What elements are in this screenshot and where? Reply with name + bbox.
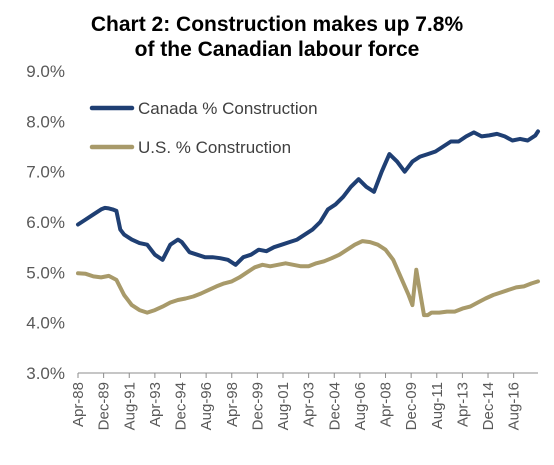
x-tick-label: Apr-98: [224, 382, 241, 427]
x-tick-label: Apr-13: [454, 382, 471, 427]
x-axis-tick-marks: [77, 373, 515, 378]
y-axis-ticks: 3.0% 4.0% 5.0% 6.0% 7.0% 8.0% 9.0%: [26, 62, 65, 383]
chart-title-line-2: of the Canadian labour force: [134, 38, 420, 61]
series-line-canada: [76, 129, 540, 267]
x-tick-label: Aug-06: [352, 382, 369, 430]
y-tick-label: 5.0%: [26, 263, 65, 282]
chart-title: Chart 2: Construction makes up 7.8% of t…: [0, 12, 554, 62]
x-tick-label: Apr-03: [301, 382, 318, 427]
x-tick-label: Apr-93: [147, 382, 164, 427]
x-tick-label: Dec-14: [480, 382, 497, 430]
x-tick-label: Apr-08: [378, 382, 395, 427]
x-tick-label: Aug-16: [506, 382, 523, 430]
x-tick-label: Apr-88: [70, 382, 87, 427]
y-tick-label: 6.0%: [26, 213, 65, 232]
x-axis-ticks: Apr-88 Dec-89 Aug-91 Apr-93 Dec-94 Aug-96 Apr-…: [70, 382, 523, 430]
x-tick-label: Aug-96: [198, 382, 215, 430]
y-tick-label: 3.0%: [26, 364, 65, 383]
x-tick-label: Aug-91: [121, 382, 138, 430]
x-tick-label: Dec-04: [326, 382, 343, 430]
x-tick-label: Dec-99: [249, 382, 266, 430]
x-tick-label: Dec-94: [173, 382, 190, 430]
y-tick-label: 9.0%: [26, 62, 65, 81]
x-tick-label: Dec-89: [96, 382, 113, 430]
y-tick-label: 8.0%: [26, 112, 65, 131]
x-tick-label: Dec-09: [403, 382, 420, 430]
x-tick-label: Aug-11: [429, 382, 446, 429]
x-tick-label: Aug-01: [275, 382, 292, 430]
legend: Canada % Construction U.S. % Construction: [89, 99, 318, 157]
y-tick-label: 4.0%: [26, 314, 65, 333]
legend-label: U.S. % Construction: [138, 138, 291, 157]
legend-label: Canada % Construction: [138, 99, 318, 118]
series-line-us: [76, 239, 540, 318]
chart-title-line-1: Chart 2: Construction makes up 7.8%: [90, 13, 464, 36]
y-tick-label: 7.0%: [26, 163, 65, 182]
series-lines: [76, 129, 540, 318]
